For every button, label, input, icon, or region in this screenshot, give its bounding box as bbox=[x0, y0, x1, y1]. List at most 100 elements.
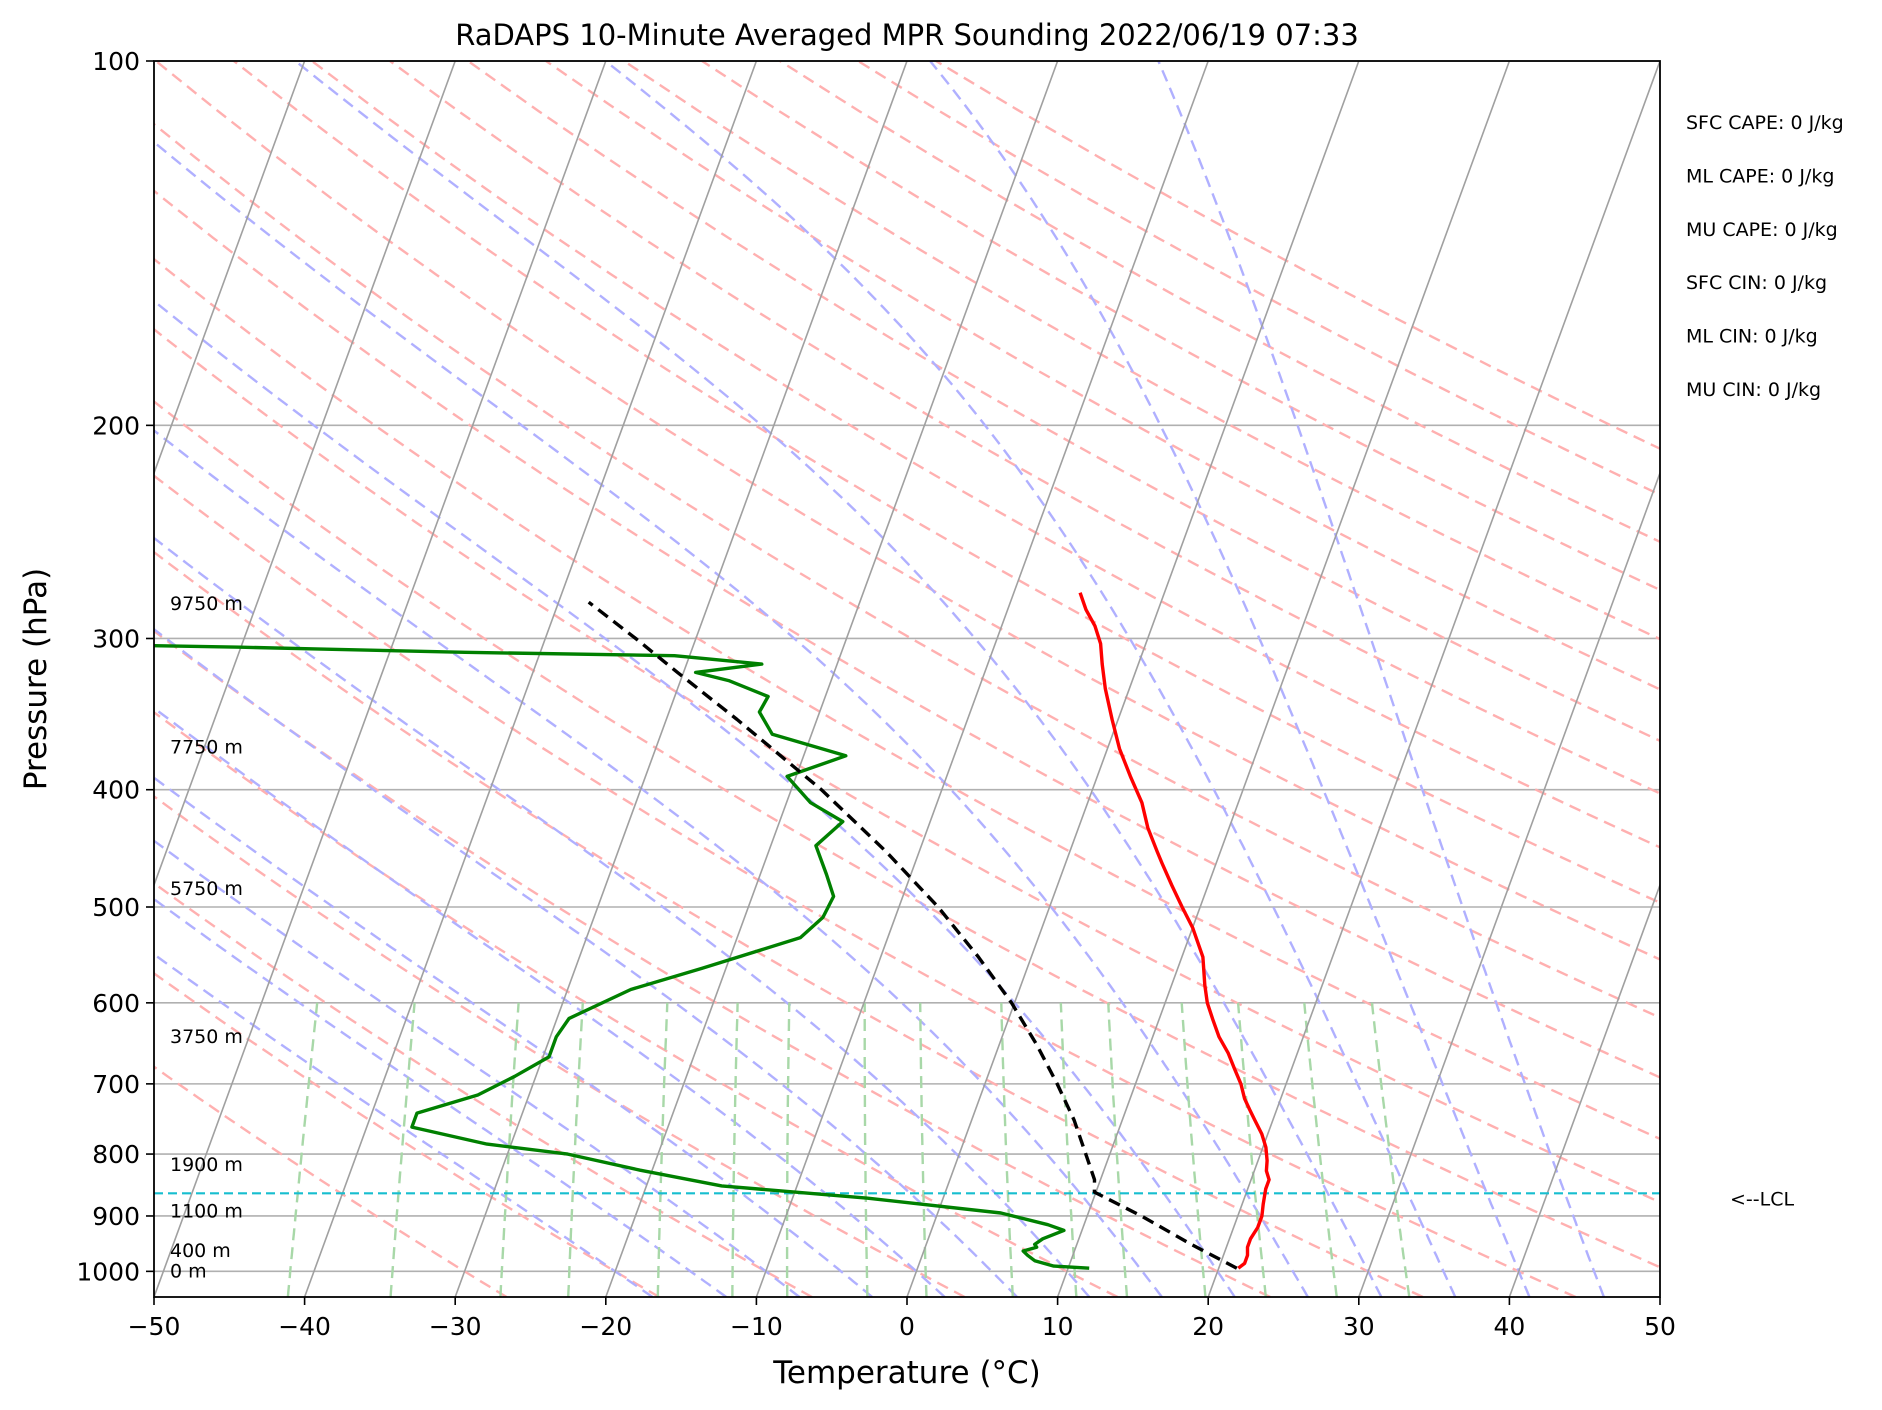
lcl-label: <--LCL bbox=[1730, 1188, 1794, 1210]
isotherm bbox=[605, 61, 1059, 1297]
height-label: 400 m bbox=[170, 1240, 231, 1262]
parcel-profile bbox=[587, 600, 1238, 1270]
moist-adiabat bbox=[154, 140, 1309, 1297]
height-label: 0 m bbox=[170, 1260, 207, 1282]
height-label: 3750 m bbox=[170, 1026, 243, 1048]
isotherm bbox=[906, 61, 1360, 1297]
y-tick-label: 700 bbox=[92, 1070, 140, 1099]
mixing-ratio-line bbox=[567, 1002, 584, 1297]
x-tick-label: 30 bbox=[1343, 1312, 1375, 1341]
isotherm bbox=[1508, 882, 1660, 1297]
stability-index: SFC CAPE: 0 J/kg bbox=[1686, 112, 1844, 134]
x-tick-label: 50 bbox=[1644, 1312, 1676, 1341]
moist-adiabat bbox=[154, 897, 727, 1297]
stability-index: ML CAPE: 0 J/kg bbox=[1686, 165, 1834, 187]
y-tick-label: 100 bbox=[92, 47, 140, 76]
mixing-ratio-line bbox=[1370, 1002, 1411, 1297]
mixing-ratio-line bbox=[1236, 1002, 1268, 1297]
dry-adiabat bbox=[154, 122, 1660, 1019]
mixing-ratio-line bbox=[731, 1002, 739, 1297]
x-axis-label: Temperature (°C) bbox=[772, 1355, 1041, 1391]
y-tick-label: 400 bbox=[92, 776, 140, 805]
x-tick-label: −50 bbox=[128, 1312, 181, 1341]
y-tick-label: 1000 bbox=[76, 1257, 140, 1286]
stability-index: MU CAPE: 0 J/kg bbox=[1686, 219, 1838, 241]
dry-adiabat bbox=[154, 710, 1119, 1297]
isotherm bbox=[1207, 61, 1660, 1297]
dry-adiabat bbox=[154, 400, 1660, 1269]
moist-adiabat bbox=[154, 299, 1236, 1297]
y-tick-label: 600 bbox=[92, 989, 140, 1018]
y-tick-label: 800 bbox=[92, 1140, 140, 1169]
x-tick-label: −30 bbox=[429, 1312, 482, 1341]
isotherm bbox=[154, 61, 306, 476]
dry-adiabat bbox=[154, 550, 1424, 1297]
height-label: 7750 m bbox=[170, 736, 243, 758]
moist-adiabat bbox=[154, 776, 873, 1297]
dry-adiabat bbox=[154, 1065, 508, 1297]
dry-adiabat bbox=[467, 61, 1660, 743]
dry-adiabat bbox=[155, 61, 1660, 961]
x-tick-label: −10 bbox=[730, 1312, 783, 1341]
temperature-profile bbox=[1078, 592, 1271, 1270]
dry-adiabat bbox=[233, 61, 1660, 905]
height-label: 1100 m bbox=[170, 1200, 243, 1222]
dry-adiabat bbox=[545, 61, 1660, 691]
x-tick-label: 40 bbox=[1493, 1312, 1525, 1341]
moist-adiabat bbox=[154, 952, 654, 1297]
dry-adiabat bbox=[154, 474, 1577, 1297]
x-tick-label: 0 bbox=[899, 1312, 915, 1341]
chart-title: RaDAPS 10-Minute Averaged MPR Sounding 2… bbox=[455, 18, 1359, 52]
stability-index: ML CIN: 0 J/kg bbox=[1686, 326, 1818, 348]
data-lines bbox=[154, 592, 1271, 1270]
y-tick-label: 300 bbox=[92, 624, 140, 653]
mixing-ratio-line bbox=[286, 1002, 319, 1297]
y-tick-label: 200 bbox=[92, 411, 140, 440]
dry-adiabat bbox=[779, 61, 1660, 544]
stability-index: MU CIN: 0 J/kg bbox=[1686, 379, 1821, 401]
height-label: 1900 m bbox=[170, 1154, 243, 1176]
moist-adiabat bbox=[604, 61, 1457, 1297]
dry-adiabat bbox=[389, 61, 1660, 795]
moist-adiabat bbox=[154, 839, 801, 1297]
dry-adiabat bbox=[311, 61, 1660, 849]
mixing-ratio-line bbox=[1059, 1002, 1078, 1297]
isotherm bbox=[0, 61, 3, 1297]
dry-adiabat bbox=[154, 794, 966, 1297]
mixing-ratio-line bbox=[785, 1002, 791, 1297]
dry-adiabat bbox=[623, 61, 1660, 641]
mixing-ratio-line bbox=[1107, 1002, 1129, 1297]
dry-adiabat bbox=[154, 629, 1271, 1297]
stability-index: SFC CIN: 0 J/kg bbox=[1686, 272, 1827, 294]
height-label: 9750 m bbox=[170, 593, 243, 615]
isotherm bbox=[303, 61, 758, 1297]
moist-adiabat bbox=[154, 428, 1163, 1297]
moist-adiabat bbox=[154, 627, 1018, 1297]
x-tick-label: 10 bbox=[1042, 1312, 1074, 1341]
moist-adiabat bbox=[294, 61, 1383, 1297]
mixing-ratio-line bbox=[863, 1002, 869, 1297]
axes: −50 −40 −30 −20 −10 0 10 20 30 40 50 100 200 300 400 50… bbox=[76, 47, 1676, 1341]
height-label: 5750 m bbox=[170, 878, 243, 900]
mixing-ratio-line bbox=[1303, 1002, 1338, 1297]
moist-adiabat bbox=[1157, 61, 1606, 1297]
background-lines bbox=[0, 61, 1660, 1297]
mixing-ratio-line bbox=[389, 1002, 416, 1297]
dry-adiabat bbox=[154, 189, 1660, 1079]
isotherm bbox=[454, 61, 908, 1297]
dry-adiabat bbox=[701, 61, 1660, 592]
isotherm bbox=[1659, 1294, 1660, 1297]
moist-adiabat bbox=[929, 61, 1531, 1297]
isotherm bbox=[755, 61, 1209, 1297]
y-axis-label: Pressure (hPa) bbox=[18, 568, 54, 790]
isotherm bbox=[1358, 470, 1660, 1297]
mixing-ratio-line bbox=[1180, 1002, 1207, 1297]
x-tick-label: 20 bbox=[1192, 1312, 1224, 1341]
dry-adiabat bbox=[154, 881, 813, 1297]
y-tick-label: 500 bbox=[92, 893, 140, 922]
x-tick-label: −20 bbox=[579, 1312, 632, 1341]
mixing-ratio-line bbox=[499, 1002, 520, 1297]
